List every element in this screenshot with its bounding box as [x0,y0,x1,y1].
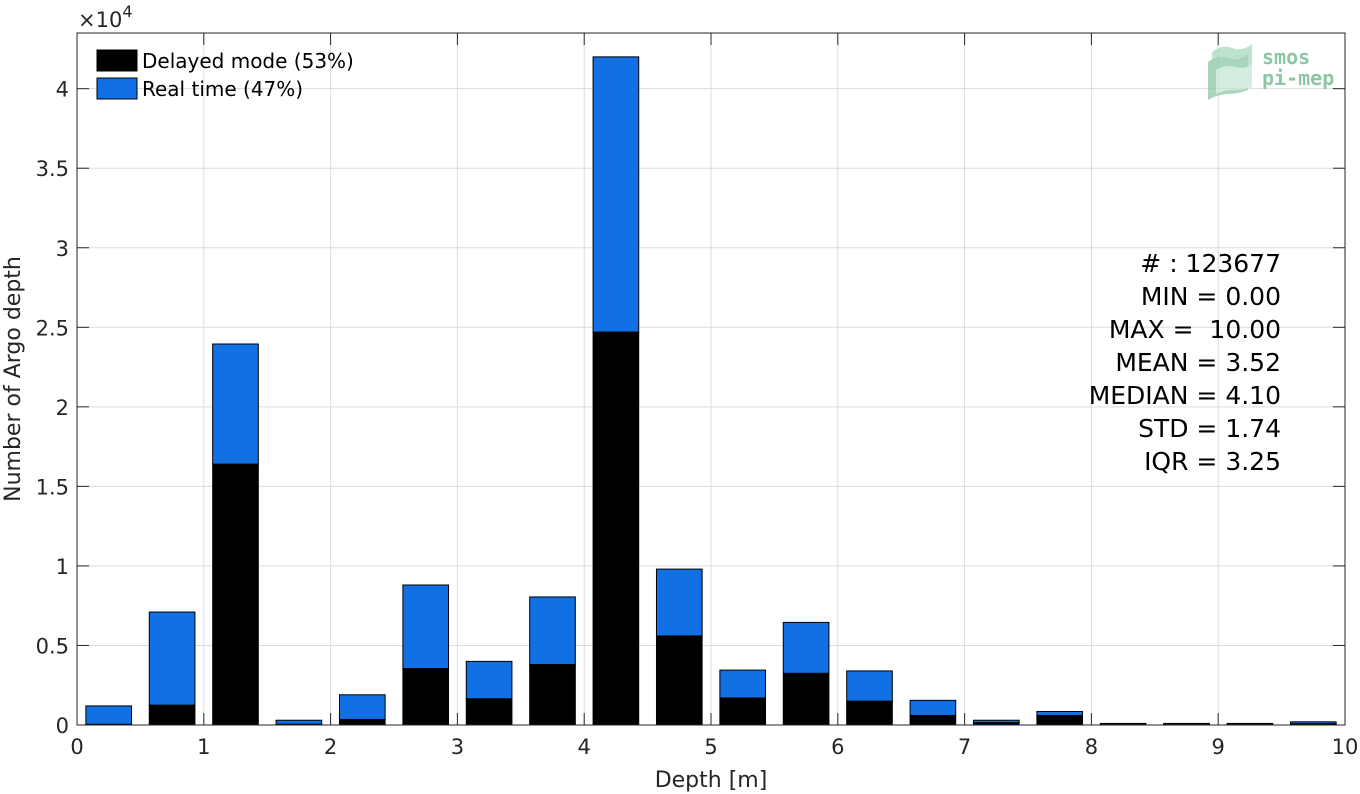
bar-real-time [1036,710,1084,716]
x-axis-label: Depth [m] [655,768,768,793]
x-tick-label: 7 [958,735,971,759]
x-tick-label: 2 [324,735,337,759]
bar-delayed-mode [782,672,830,726]
bar-real-time [1289,721,1337,725]
bar-delayed-mode [465,698,513,726]
bars [85,56,1337,726]
y-tick-label: 1 [56,555,69,579]
bar-delayed-mode [148,704,196,726]
bar-real-time [338,694,386,720]
grid-lines [76,33,1346,726]
y-tick-label: 1.5 [36,475,69,499]
bar-real-time [782,621,830,674]
x-tick-label: 1 [197,735,210,759]
bar-real-time [592,56,640,333]
bar-real-time [1226,722,1274,726]
bar-real-time [529,596,576,666]
x-tick-label: 9 [1212,735,1225,759]
bar-real-time [465,660,513,700]
bar-real-time [1099,722,1147,726]
bar-delayed-mode [846,700,893,726]
bar-real-time [212,343,259,465]
stat-iqr: IQR = 3.25 [1144,447,1281,476]
bar-real-time [402,584,450,670]
bar-real-time [909,699,957,716]
y-tick-label: 3.5 [36,157,69,181]
y-tick-label: 2.5 [36,316,69,340]
x-tick-label: 3 [451,735,464,759]
bar-delayed-mode [338,718,386,726]
bar-real-time [1163,722,1210,726]
legend-swatch-delayed [96,49,138,72]
y-axis-label: Number of Argo depth [1,256,26,502]
y-tick-label: 0.5 [36,634,69,658]
x-tick-label: 8 [1085,735,1098,759]
stat-min: MIN = 0.00 [1141,282,1281,311]
y-tick-label: 4 [56,78,69,102]
stat-mean: MEAN = 3.52 [1115,348,1281,377]
y-tick-label: 3 [56,237,69,261]
y-tick-label: 0 [56,714,69,738]
bar-real-time [972,719,1020,724]
logo-text-line1: smos [1262,45,1310,69]
stat-median: MEDIAN = 4.10 [1089,381,1281,410]
bar-delayed-mode [719,697,767,726]
x-tick-label: 0 [70,735,83,759]
stat-max: MAX = 10.00 [1109,315,1281,344]
legend-label-delayed: Delayed mode (53%) [142,49,354,73]
bar-real-time [148,611,196,706]
y-tick-label: 2 [56,396,69,420]
x-tick-label: 10 [1332,735,1359,759]
bar-delayed-mode [592,331,640,726]
bar-real-time [275,719,323,725]
bar-real-time [719,669,767,699]
stat-std: STD = 1.74 [1138,414,1281,443]
x-tick-label: 6 [831,735,844,759]
bar-delayed-mode [655,635,703,726]
legend-swatch-realtime [96,77,138,100]
statistics-annotation: # : 123677 MIN = 0.00 MAX = 10.00 MEAN =… [1089,249,1281,476]
legend-label-realtime: Real time (47%) [142,77,303,101]
bar-real-time [85,705,133,725]
stat-count: # : 123677 [1140,249,1281,278]
x-tick-label: 5 [704,735,717,759]
bar-delayed-mode [529,664,576,726]
logo-text-line2: pi-mep [1262,66,1334,90]
axis-ticks: 0 1 2 3 4 5 6 7 8 9 10 0 0.5 1 1.5 2 2.5 3 3.5 4 [36,33,1359,759]
bar-delayed-mode [1036,714,1084,726]
y-exponent-label: ×104 [78,2,133,32]
bar-real-time [846,670,893,702]
smos-pimep-logo: smos pi-mep [1208,44,1334,100]
x-tick-label: 4 [578,735,591,759]
bar-delayed-mode [909,714,957,726]
bar-real-time [655,568,703,637]
bar-delayed-mode [212,463,259,726]
legend: Delayed mode (53%) Real time (47%) [96,49,354,101]
wave-logo-icon [1208,44,1252,100]
bar-delayed-mode [402,668,450,726]
